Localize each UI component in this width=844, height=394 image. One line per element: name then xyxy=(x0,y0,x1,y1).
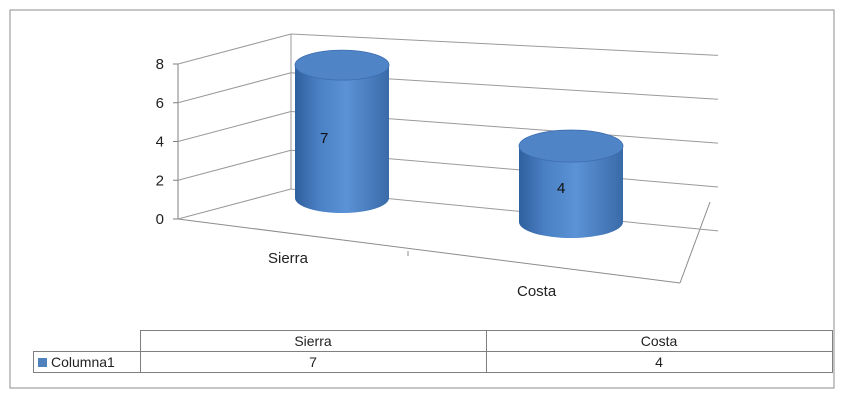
y-tick-label: 6 xyxy=(156,95,164,112)
data-labels: 74 xyxy=(320,130,565,197)
legend-key xyxy=(38,358,47,367)
y-tick-label: 2 xyxy=(156,172,164,189)
table-header-row: Sierra Costa xyxy=(33,330,833,352)
table-header-cell: Sierra xyxy=(139,330,487,352)
y-axis: 0 2 4 6 8 xyxy=(156,56,178,228)
x-tick-label: Costa xyxy=(517,283,557,300)
x-tick-label: Sierra xyxy=(268,250,309,267)
gridline-side xyxy=(177,72,292,104)
bar-top xyxy=(518,129,624,163)
y-tick-label: 0 xyxy=(156,211,164,228)
chart-frame xyxy=(9,9,835,389)
data-label: 4 xyxy=(557,180,565,197)
y-tick-label: 8 xyxy=(156,56,164,73)
floor-side-edge xyxy=(679,201,711,284)
gridline-side xyxy=(177,149,292,181)
y-tick-label: 4 xyxy=(156,134,164,151)
bar-costa xyxy=(518,129,624,238)
legend-series-name: Columna1 xyxy=(51,354,115,370)
gridline-side xyxy=(177,188,292,220)
chart-walls xyxy=(177,34,711,284)
table-corner xyxy=(33,330,141,352)
table-header-cell: Costa xyxy=(485,330,833,352)
bar-body xyxy=(519,146,623,238)
floor-front-edge xyxy=(177,218,681,284)
bar-body xyxy=(295,65,389,213)
gridline-side xyxy=(177,33,292,65)
bars xyxy=(294,49,624,238)
gridline-back xyxy=(290,33,719,56)
data-label: 7 xyxy=(320,130,328,147)
table-series-cell: Columna1 xyxy=(33,351,141,373)
bar-sierra xyxy=(294,49,390,213)
x-axis: Sierra Costa xyxy=(268,250,557,300)
table-row: Columna1 7 4 xyxy=(33,351,833,373)
bar-top xyxy=(294,49,390,81)
table-value-cell: 7 xyxy=(139,351,487,373)
chart-gridlines xyxy=(177,33,719,232)
table-value-cell: 4 xyxy=(485,351,833,373)
data-table: Sierra Costa Columna1 7 4 xyxy=(33,330,833,373)
gridline-side xyxy=(177,111,292,142)
